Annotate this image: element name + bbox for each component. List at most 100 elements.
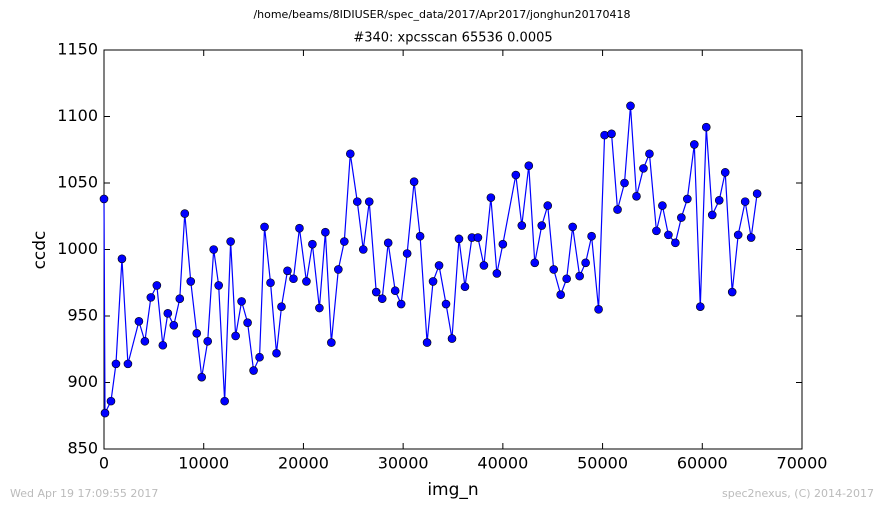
data-point <box>203 336 213 346</box>
data-point <box>707 210 717 220</box>
data-point <box>409 177 419 186</box>
data-point <box>607 129 616 139</box>
x-tick-label: 10000 <box>178 454 229 473</box>
data-point <box>714 195 724 205</box>
data-point <box>249 366 258 375</box>
y-tick-label: 950 <box>67 306 98 325</box>
data-point <box>100 408 110 418</box>
data-point <box>690 140 699 149</box>
data-point <box>327 338 336 347</box>
data-point <box>390 286 400 296</box>
data-point <box>352 197 362 206</box>
data-point <box>575 271 584 281</box>
data-point <box>140 336 150 346</box>
data-point <box>568 222 577 232</box>
data-point <box>146 293 156 302</box>
data-point <box>422 338 432 347</box>
data-point <box>733 230 743 240</box>
data-point <box>163 309 173 318</box>
data-point <box>600 130 609 140</box>
data-point <box>620 178 629 188</box>
data-point <box>632 192 641 201</box>
data-point <box>511 170 521 180</box>
data-point <box>383 238 393 248</box>
y-tick-label: 1050 <box>57 173 98 192</box>
data-point <box>613 205 622 214</box>
data-point <box>727 287 737 297</box>
data-point <box>277 302 286 311</box>
data-point <box>117 254 127 264</box>
data-point <box>99 194 109 204</box>
data-point <box>289 274 298 284</box>
data-point <box>180 209 190 218</box>
data-point <box>524 161 534 171</box>
y-tick-label: 900 <box>67 372 98 391</box>
data-point <box>123 359 133 369</box>
data-point <box>479 261 489 270</box>
data-point <box>243 318 252 327</box>
data-point <box>473 233 483 242</box>
data-point <box>652 226 661 236</box>
data-point <box>334 265 343 274</box>
data-point <box>498 239 508 249</box>
data-point <box>701 122 711 132</box>
data-point <box>152 281 162 290</box>
data-point <box>377 294 387 304</box>
data-point <box>134 317 144 326</box>
data-point <box>740 197 750 206</box>
data-point <box>175 294 185 304</box>
data-point <box>358 245 368 254</box>
y-tick-label: 1100 <box>57 106 98 125</box>
data-line <box>103 105 758 414</box>
data-point <box>486 193 496 202</box>
data-point <box>315 303 324 313</box>
x-tick-label: 0 <box>99 454 109 473</box>
data-point <box>214 281 223 290</box>
data-point <box>517 221 527 230</box>
chart-title: #340: xpcsscan 65536 0.0005 <box>353 31 552 46</box>
y-tick-label: 850 <box>67 439 98 458</box>
data-point <box>460 282 470 292</box>
data-point <box>283 266 292 276</box>
data-point <box>441 299 451 309</box>
data-point <box>434 261 444 270</box>
data-point <box>428 277 438 286</box>
data-point <box>396 299 406 309</box>
data-point <box>530 258 540 268</box>
x-tick-label: 30000 <box>378 454 429 473</box>
y-tick-label: 1150 <box>57 40 98 59</box>
data-point <box>549 265 559 274</box>
data-point <box>671 238 680 248</box>
data-point <box>192 328 202 338</box>
data-point <box>626 101 635 111</box>
x-tick-label: 20000 <box>278 454 329 473</box>
footer-credit: spec2nexus, (C) 2014-2017 <box>722 487 874 500</box>
data-point <box>587 231 596 241</box>
y-axis-label: ccdc <box>30 231 50 270</box>
data-point <box>562 274 571 284</box>
data-point <box>111 359 121 369</box>
data-point <box>720 168 730 177</box>
data-point <box>746 233 756 242</box>
data-point <box>308 239 317 249</box>
data-point <box>639 164 648 173</box>
data-point <box>645 149 654 159</box>
data-point <box>364 197 374 206</box>
data-point <box>752 189 762 198</box>
data-point <box>255 352 264 362</box>
data-point <box>272 348 281 358</box>
footer-timestamp: Wed Apr 19 17:09:55 2017 <box>10 487 158 500</box>
data-point <box>594 305 603 314</box>
data-point <box>186 277 196 286</box>
data-point <box>302 277 311 286</box>
x-tick-label: 60000 <box>677 454 728 473</box>
data-point <box>260 222 269 232</box>
data-point <box>345 149 355 159</box>
data-point <box>543 201 553 210</box>
data-point <box>158 340 168 350</box>
data-point <box>695 302 705 311</box>
data-point <box>415 231 425 241</box>
data-point <box>556 290 565 300</box>
